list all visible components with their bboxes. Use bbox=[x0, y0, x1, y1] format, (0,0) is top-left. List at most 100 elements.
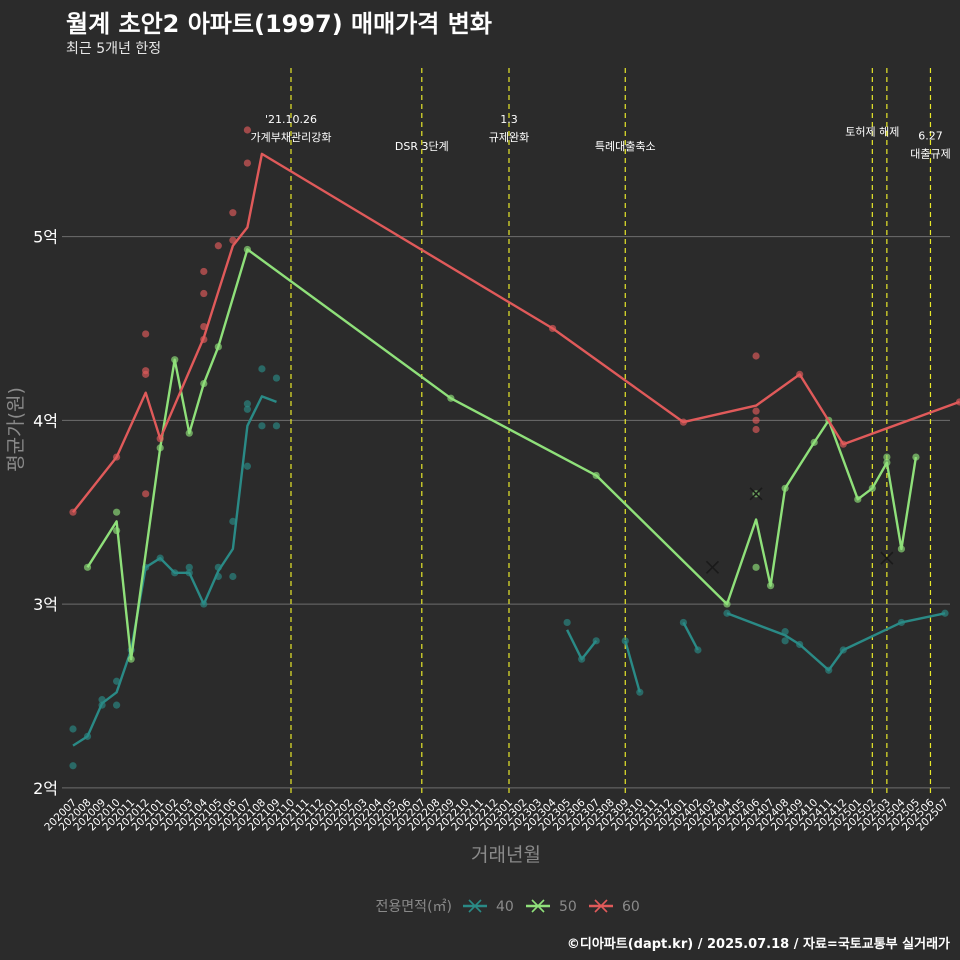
event-label: 6.27 대출규제 bbox=[910, 129, 950, 160]
chart-title: 월계 초안2 아파트(1997) 매매가격 변화 bbox=[66, 10, 492, 38]
series-50-point bbox=[447, 394, 455, 402]
y-tick-label: 2억 bbox=[33, 779, 58, 798]
series-60-line bbox=[72, 152, 960, 513]
series-40-point bbox=[113, 677, 121, 685]
series-40-point bbox=[679, 618, 688, 627]
series-60-point bbox=[69, 508, 77, 516]
series-40-line bbox=[624, 640, 641, 693]
series-40-point bbox=[98, 696, 106, 704]
series-40-point bbox=[694, 646, 702, 654]
series-60-point bbox=[200, 267, 208, 276]
legend-label: 60 bbox=[622, 899, 640, 915]
series-60-point bbox=[113, 453, 121, 461]
series-40-point bbox=[200, 600, 208, 608]
series-40-point bbox=[185, 563, 193, 571]
series-60-point bbox=[200, 335, 208, 344]
event-label: 1.3 규제완화 bbox=[489, 113, 529, 144]
series-50-point bbox=[156, 444, 164, 452]
series-60-point bbox=[229, 236, 237, 244]
series-40-point bbox=[563, 618, 571, 627]
series-60-point bbox=[679, 418, 688, 426]
series-40-point bbox=[897, 618, 906, 627]
series-50-cross-mark bbox=[749, 487, 763, 501]
event-label: 특례대출축소 bbox=[595, 140, 656, 153]
series-40-point bbox=[156, 554, 164, 562]
series-40-line bbox=[682, 621, 699, 651]
series-40-point bbox=[214, 572, 222, 581]
series-50-point bbox=[200, 379, 208, 388]
series-40-point bbox=[723, 609, 731, 617]
legend-item-60 bbox=[589, 899, 613, 913]
series-40-point bbox=[258, 365, 266, 373]
x-axis-title: 거래년월 bbox=[471, 844, 541, 866]
series-50-point bbox=[214, 343, 222, 351]
series-50-point bbox=[854, 495, 862, 503]
series-40-point bbox=[621, 637, 629, 645]
series-40-point bbox=[272, 422, 281, 430]
series-60-point bbox=[796, 370, 804, 378]
series-60-point bbox=[229, 209, 237, 217]
series-60-point bbox=[752, 352, 760, 360]
legend-item-50 bbox=[526, 899, 550, 913]
series-50-point bbox=[592, 471, 600, 480]
series-40-point bbox=[83, 732, 92, 740]
series-50-cross-mark bbox=[705, 560, 720, 574]
series-40-point bbox=[229, 517, 237, 525]
series-60-point bbox=[752, 425, 760, 434]
series-50-point bbox=[171, 356, 179, 364]
series-50-point bbox=[113, 526, 121, 535]
series-50-point bbox=[752, 563, 760, 571]
series-50-point bbox=[185, 429, 193, 437]
source-caption: ©디아파트(dapt.kr) / 2025.07.18 / 자료=국토교통부 실… bbox=[566, 937, 950, 952]
series-60-point bbox=[752, 407, 760, 415]
legend-label: 50 bbox=[559, 899, 577, 915]
series-40-line bbox=[726, 612, 946, 672]
series-60-point bbox=[839, 440, 847, 448]
series-60-point bbox=[752, 416, 760, 424]
series-40-point bbox=[243, 405, 251, 413]
series-40-point bbox=[243, 462, 251, 470]
event-label: 토허제 해제 bbox=[845, 125, 899, 139]
series-40-point bbox=[796, 640, 804, 649]
legend-label: 40 bbox=[496, 899, 514, 915]
series-40-point bbox=[825, 666, 833, 674]
series-40-point bbox=[98, 701, 106, 709]
series-40-point bbox=[839, 646, 847, 654]
y-axis-title: 평균가(원) bbox=[5, 387, 27, 472]
series-50-point bbox=[127, 655, 135, 663]
series-40-point bbox=[272, 374, 281, 382]
series-50-cross-mark bbox=[880, 551, 894, 565]
series-50-point bbox=[723, 600, 731, 608]
series-50-point bbox=[243, 245, 251, 254]
series-40-point bbox=[578, 655, 586, 663]
series-50-point bbox=[883, 453, 891, 461]
series-60-point bbox=[142, 367, 150, 375]
series-60-point bbox=[549, 324, 557, 333]
event-label: '21.10.26 가계부채관리강화 bbox=[251, 113, 332, 144]
series-60-point bbox=[243, 126, 251, 134]
legend-title: 전용면적(㎡) bbox=[376, 899, 452, 915]
series-60-point bbox=[156, 435, 164, 443]
series-50-point bbox=[113, 508, 121, 516]
series-40-point bbox=[229, 572, 237, 581]
series-50-point bbox=[868, 484, 876, 492]
series-40-point bbox=[592, 637, 600, 645]
series-50-point bbox=[912, 453, 920, 461]
y-tick-label: 4억 bbox=[33, 411, 58, 430]
series-50-line bbox=[86, 248, 918, 661]
series-60-point bbox=[243, 159, 251, 167]
series-40-point bbox=[214, 563, 222, 571]
series-40-point bbox=[69, 762, 77, 770]
series-60-point bbox=[142, 490, 150, 498]
series-50-point bbox=[897, 545, 906, 553]
series-60-point bbox=[142, 330, 150, 338]
series-60-point bbox=[214, 242, 222, 250]
series-40-point bbox=[69, 725, 77, 733]
series-40-point bbox=[636, 688, 644, 696]
series-60-point bbox=[200, 323, 208, 331]
legend-item-40 bbox=[463, 899, 487, 913]
series-40-point bbox=[781, 637, 789, 645]
y-tick-label: 3억 bbox=[33, 595, 58, 614]
series-50-point bbox=[883, 458, 891, 467]
